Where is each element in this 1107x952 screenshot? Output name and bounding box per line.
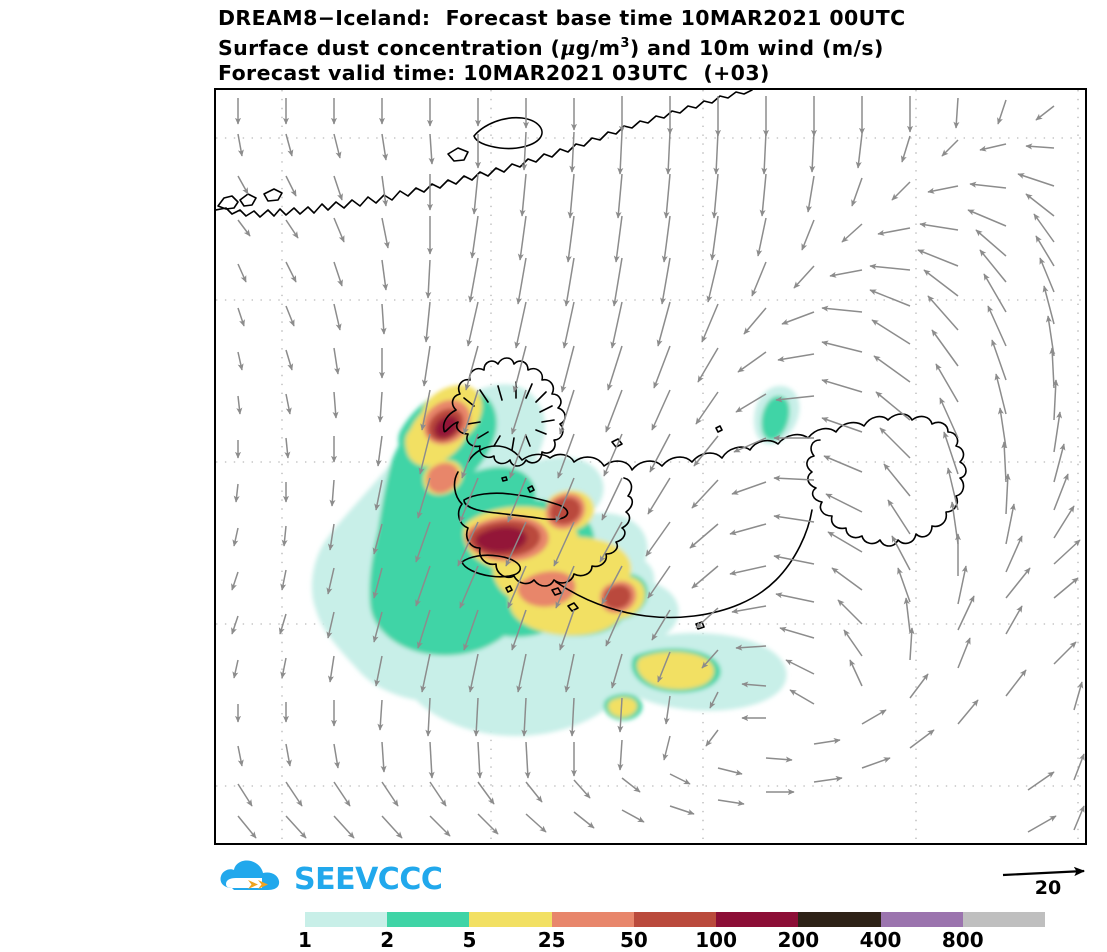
coastline-greenland-island-1 [447,147,469,162]
dust-contour-100-200-a [434,415,459,439]
colorbar-tick-label: 400 [859,928,902,952]
arrow-icon-2 [258,880,268,889]
colorbar-tick-label: 800 [941,928,984,952]
map-gridlines [216,90,1085,843]
title-units-mid: g/m [575,35,621,60]
title-line-variable: Surface dust concentration (μg/m3) and 1… [218,31,1098,61]
coastline-iceland-snaefellsnes [463,492,569,521]
colorbar-tick-label: 50 [619,928,648,952]
wind-vectors [231,96,1085,839]
colorbar-segment [305,912,388,927]
arrow-icon [248,880,258,889]
colorbar-segment [880,912,963,927]
coastline-greenland-peninsula [473,116,543,150]
coastline-islets [505,585,705,630]
coastline-iceland-mainland [467,413,967,547]
coastline-greenland-inlet-1 [217,195,239,210]
colorbar-segment [551,912,634,927]
coastline-north-islands [611,425,723,448]
dust-contour-50-100-s2 [603,585,632,609]
dust-contour-100-200-b [475,526,527,553]
colorbar-segment [387,912,470,927]
dust-contour-25-50-d [426,462,460,494]
colorbar [305,912,1045,927]
title-variable-suffix: ) and 10m wind (m/s) [629,35,884,60]
map-panel [214,88,1087,845]
coastline-greenland-inlet-2 [239,193,257,207]
colorbar-tick-labels: 1 2 5 25 50 100 200 400 800 [298,928,1045,952]
map-canvas [216,90,1085,843]
colorbar-tick-label: 5 [462,928,477,952]
dust-contour-2-5-ne [761,396,790,441]
colorbar-tick-label: 1 [298,928,312,952]
coastline-greenland [216,90,753,218]
colorbar-tick-label: 2 [380,928,395,952]
logo-text: SEEVCCC [294,862,443,897]
colorbar-tick-label: 200 [777,928,820,952]
dust-contour-5-25-s4 [608,697,638,718]
micro-symbol: μ [560,35,576,60]
title-units-exponent: 3 [620,36,630,51]
figure-title: DREAM8−Iceland: Forecast base time 10MAR… [218,6,1098,85]
colorbar-segment [798,912,881,927]
cloud-icon [220,860,280,890]
colorbar-tick-label: 100 [695,928,737,952]
coastline-greenland-inlet-3 [263,188,283,202]
seevccc-logo: SEEVCCC [218,858,443,902]
colorbar-segment [633,912,717,927]
colorbar-segment [962,912,1045,927]
coastline-iceland-southeast [555,509,813,619]
title-line-valid-time: Forecast valid time: 10MAR2021 03UTC (+0… [218,60,770,85]
dust-contour-5-25-s3 [636,651,715,690]
wind-scale-reference: 20 [1000,864,1095,904]
colorbar-segment [716,912,799,927]
wind-scale-label: 20 [1034,877,1062,899]
coastline-iceland-reykjanes [461,554,522,578]
title-line-base-time: DREAM8−Iceland: Forecast base time 10MAR… [218,6,906,30]
colorbar-segment [469,912,552,927]
dust-concentration-shading [311,384,800,736]
interior-marks [501,476,535,493]
wind-scale-arrow-icon [1002,866,1086,877]
title-variable-prefix: Surface dust concentration ( [218,35,561,60]
colorbar-tick-label: 25 [537,928,566,952]
